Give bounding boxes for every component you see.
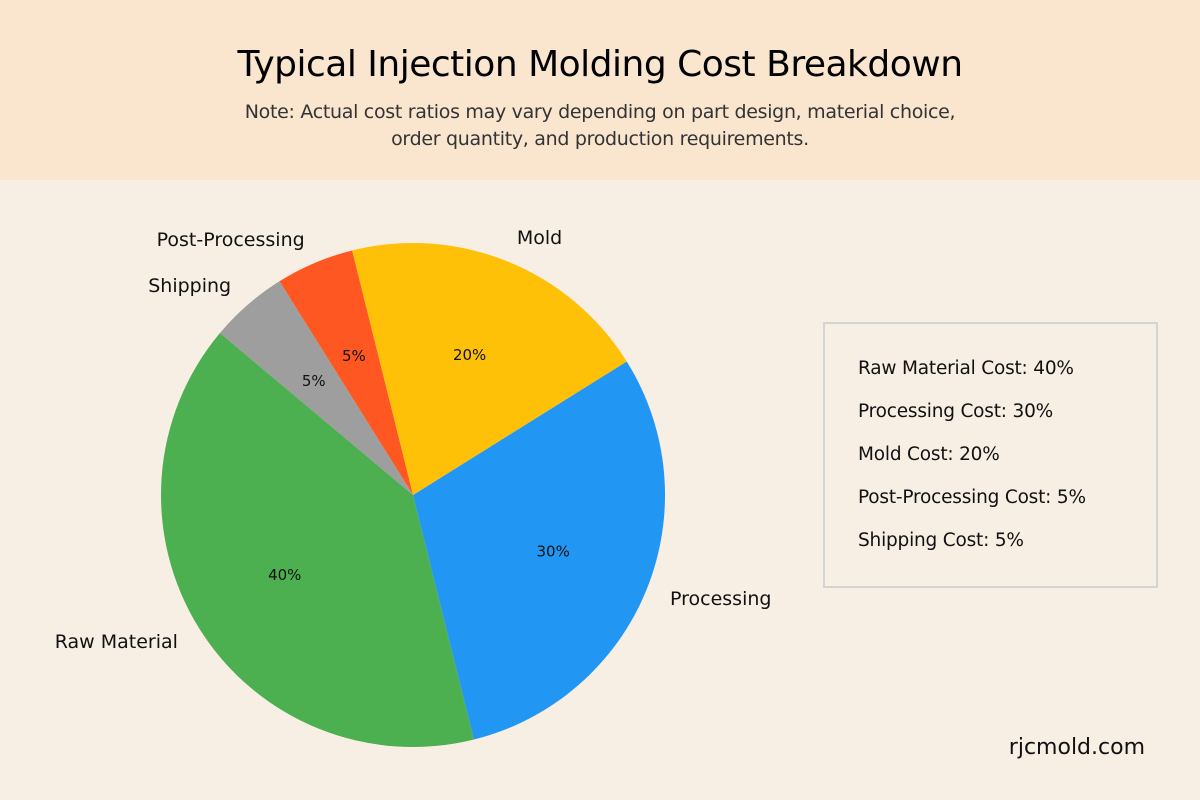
legend-box: Raw Material Cost: 40% Processing Cost: … xyxy=(823,322,1158,588)
chart-note: Note: Actual cost ratios may vary depend… xyxy=(244,101,956,150)
pct-label-processing: 30% xyxy=(537,543,570,561)
pct-label-shipping: 5% xyxy=(302,372,326,390)
legend-item-raw-material: Raw Material Cost: 40% xyxy=(858,358,1074,379)
pct-label-post-processing: 5% xyxy=(342,347,366,365)
legend-item-shipping: Shipping Cost: 5% xyxy=(858,530,1024,551)
pct-label-raw-material: 40% xyxy=(268,566,301,584)
pie-slice-post-processing xyxy=(279,250,413,495)
pie-slice-mold xyxy=(352,243,627,495)
slice-label-raw-material: Raw Material xyxy=(55,631,178,653)
pie-slice-processing xyxy=(413,361,666,740)
slice-label-post-processing: Post-Processing xyxy=(157,229,305,251)
legend-item-post-processing: Post-Processing Cost: 5% xyxy=(858,487,1086,508)
header-band: Typical Injection Molding Cost Breakdown… xyxy=(0,0,1200,180)
pie-chart: 40% Raw Material 30% Processing 20% Mold 5% Pos… xyxy=(55,227,771,748)
slice-label-shipping: Shipping xyxy=(148,275,231,297)
legend-item-mold: Mold Cost: 20% xyxy=(858,444,1000,465)
pct-label-mold: 20% xyxy=(453,346,486,364)
slice-label-mold: Mold xyxy=(517,227,562,249)
pie-slice-raw-material xyxy=(160,333,474,748)
chart-title: Typical Injection Molding Cost Breakdown xyxy=(237,44,963,85)
site-url: rjcmold.com xyxy=(1008,735,1145,760)
slice-label-processing: Processing xyxy=(670,588,771,610)
legend-item-processing: Processing Cost: 30% xyxy=(858,401,1054,422)
pie-slice-shipping xyxy=(219,281,413,495)
